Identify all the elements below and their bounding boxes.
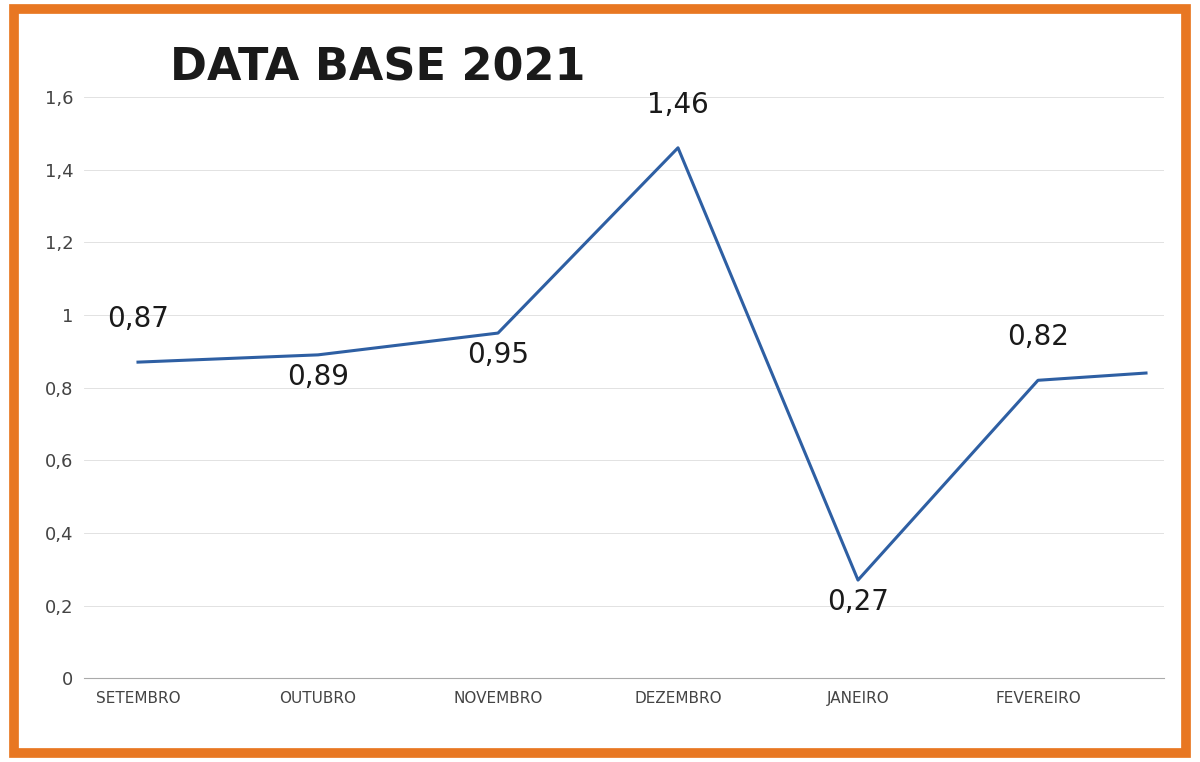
Text: DATA BASE 2021: DATA BASE 2021: [170, 46, 586, 90]
Text: 0,95: 0,95: [467, 341, 529, 370]
Text: 0,87: 0,87: [107, 305, 169, 333]
Text: 1,46: 1,46: [647, 91, 709, 119]
Text: 0,27: 0,27: [827, 588, 889, 616]
Text: 0,89: 0,89: [287, 363, 349, 391]
Text: 0,82: 0,82: [1007, 323, 1069, 351]
